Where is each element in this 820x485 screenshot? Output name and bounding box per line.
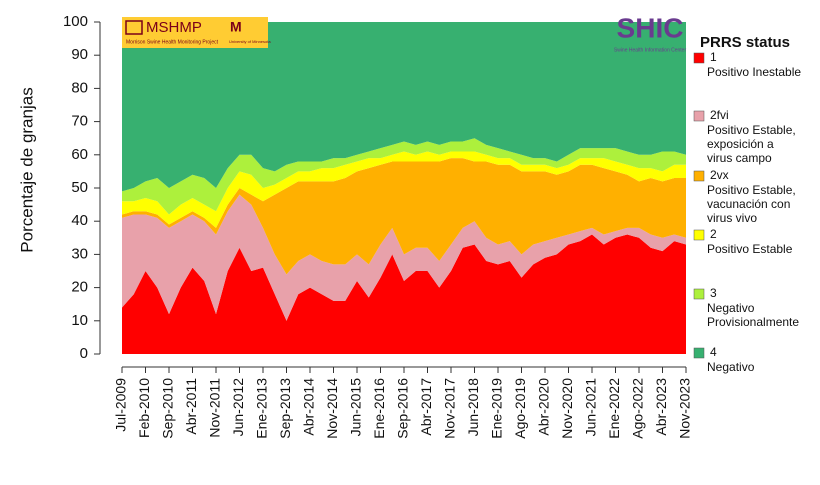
mshmp-logo: MSHMP Morrison Swine Health Monitoring P…: [122, 17, 271, 48]
area-5: [122, 22, 686, 192]
x-tick-label: Sep-2010: [160, 378, 176, 439]
x-tick-label: Abr-2020: [536, 378, 552, 436]
x-tick-label: Jun-2012: [230, 378, 246, 437]
legend-label: 3: [710, 286, 717, 300]
legend-swatch: [693, 229, 705, 241]
y-tick-label: 50: [71, 179, 88, 196]
x-tick-label: Abr-2017: [418, 378, 434, 436]
x-tick-label: Abr-2014: [301, 378, 317, 436]
x-tick-label: Ene-2016: [371, 378, 387, 439]
legend-title: PRRS status: [700, 34, 790, 51]
legend-label: 1: [710, 50, 717, 64]
x-tick-label: Abr-2023: [653, 378, 669, 436]
legend-description: Positivo Estable: [707, 242, 793, 256]
shic-text: SHIC: [617, 12, 684, 43]
legend-label: 2: [710, 227, 717, 241]
logo-background: [122, 17, 268, 48]
legend-description: virus campo: [707, 151, 772, 165]
y-tick-label: 100: [63, 13, 88, 30]
x-tick-label: Feb-2010: [136, 378, 152, 438]
x-tick-label: Abr-2011: [183, 378, 199, 435]
x-tick-label: Nov-2020: [559, 378, 575, 439]
legend-description: Positivo Estable,: [707, 123, 796, 137]
area-2: [122, 158, 686, 275]
shic-logo: SHIC Swine Health Information Center: [614, 12, 687, 53]
legend-swatch: [693, 170, 705, 182]
area-3: [122, 151, 686, 228]
y-tick-label: 20: [71, 279, 88, 296]
y-tick-label: 80: [71, 79, 88, 96]
x-tick-label: Nov-2017: [442, 378, 458, 439]
y-tick-label: 0: [80, 345, 88, 362]
area-4: [122, 138, 686, 215]
x-tick-label: Jun-2015: [348, 378, 364, 437]
x-tick-label: Ene-2022: [606, 378, 622, 439]
legend-description: Negativo: [707, 301, 755, 315]
x-tick-label: Jun-2018: [465, 378, 481, 437]
umn-mark: M: [230, 19, 242, 35]
x-tick-label: Nov-2023: [677, 378, 693, 439]
legend-description: Provisionalmente: [707, 315, 799, 329]
x-tick-label: Nov-2014: [324, 378, 340, 439]
x-tick-label: Ene-2019: [489, 378, 505, 439]
legend-label: 2fvi: [710, 108, 729, 122]
legend-description: vacunación con: [707, 197, 790, 211]
y-tick-label: 60: [71, 146, 88, 163]
legend-description: Positivo Inestable: [707, 65, 801, 79]
legend-description: exposición a: [707, 137, 774, 151]
legend-label: 2vx: [710, 168, 729, 182]
legend-swatch: [693, 110, 705, 122]
y-tick-label: 40: [71, 212, 88, 229]
logo-text: MSHMP: [146, 19, 202, 36]
legend-description: Negativo: [707, 360, 755, 374]
y-tick-label: 70: [71, 113, 88, 130]
x-tick-label: Sep-2016: [395, 378, 411, 439]
y-tick-label: 90: [71, 46, 88, 63]
y-axis-label: Porcentaje de granjas: [17, 87, 36, 252]
logo-icon: [125, 20, 143, 35]
legend-swatch: [693, 52, 705, 64]
area-0: [122, 234, 686, 354]
legend-swatch: [693, 347, 705, 359]
x-tick-label: Ago-2019: [512, 378, 528, 439]
shic-subtext: Swine Health Information Center: [614, 47, 687, 53]
x-tick-label: Ago-2022: [630, 378, 646, 439]
legend-description: virus vivo: [707, 211, 757, 225]
legend-label: 4: [710, 345, 717, 359]
logo-subtext: Morrison Swine Health Monitoring Project: [126, 39, 219, 45]
x-tick-label: Sep-2013: [277, 378, 293, 439]
x-tick-label: Ene-2013: [254, 378, 270, 439]
y-tick-label: 30: [71, 245, 88, 262]
x-tick-label: Nov-2011: [207, 378, 223, 438]
legend-description: Positivo Estable,: [707, 183, 796, 197]
x-tick-label: Jul-2009: [113, 378, 129, 432]
area-1: [122, 194, 686, 321]
legend-swatch: [693, 288, 705, 300]
y-tick-label: 10: [71, 312, 88, 329]
plot-area: [122, 22, 686, 354]
umn-text: University of Minnesota: [229, 39, 271, 44]
x-tick-label: Jun-2021: [583, 378, 599, 437]
